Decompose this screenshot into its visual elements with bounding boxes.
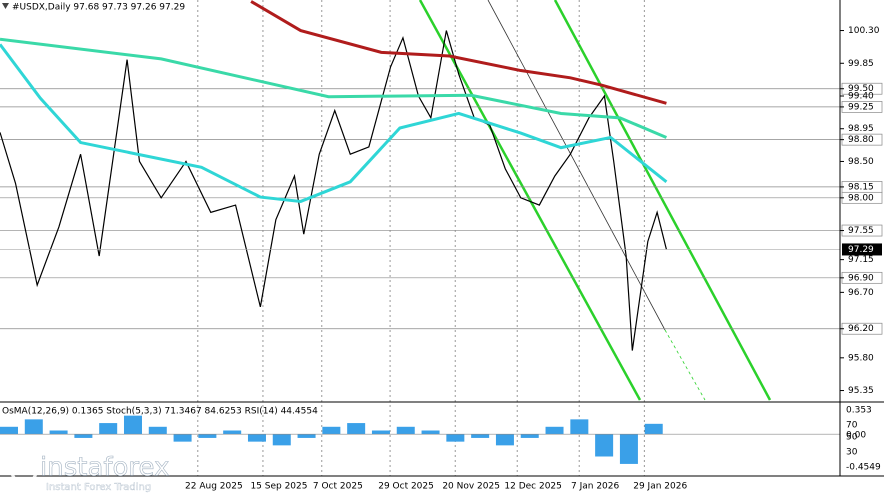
osma-bar bbox=[421, 430, 440, 435]
x-tick-label: 7 Jan 2026 bbox=[571, 482, 619, 492]
y-tick-label: 95.35 bbox=[848, 386, 874, 396]
x-tick-label: 12 Dec 2025 bbox=[504, 482, 562, 492]
osma-bar bbox=[619, 434, 638, 464]
watermark-tagline: Instant Forex Trading bbox=[46, 482, 151, 493]
y-tick-label: 99.50 bbox=[848, 84, 874, 94]
osma-bar bbox=[396, 426, 415, 435]
trend-line bbox=[487, 0, 666, 331]
osma-bar bbox=[198, 434, 217, 438]
indicator-tick-label: 0.00 bbox=[846, 431, 866, 441]
last-price-label: 97.29 bbox=[848, 245, 874, 255]
osma-bar bbox=[347, 423, 366, 435]
y-tick-label: 98.50 bbox=[848, 157, 874, 167]
y-tick-label: 98.15 bbox=[848, 182, 874, 192]
osma-bar bbox=[247, 434, 266, 442]
watermark-brand: instaforex bbox=[40, 453, 169, 483]
osma-bar bbox=[148, 426, 167, 435]
moving-average bbox=[250, 0, 667, 105]
channel-line bbox=[553, 0, 772, 401]
osma-bar bbox=[24, 419, 43, 435]
x-tick-label: 20 Nov 2025 bbox=[442, 482, 500, 492]
osma-bar bbox=[595, 434, 614, 457]
last-price-box bbox=[842, 243, 882, 256]
y-tick-label: 99.85 bbox=[848, 59, 874, 69]
osma-bar bbox=[272, 434, 291, 446]
x-tick-label: 22 Aug 2025 bbox=[185, 482, 243, 492]
osma-bar bbox=[173, 434, 192, 442]
y-tick-label: 96.90 bbox=[848, 273, 874, 283]
osma-bar bbox=[446, 434, 465, 442]
indicator-label: OsMA(12,26,9) 0.1365 Stoch(5,3,3) 71.346… bbox=[2, 407, 318, 417]
watermark: instaforex Instant Forex Trading bbox=[9, 452, 170, 493]
indicator-tick-label: 30 bbox=[846, 448, 858, 458]
osma-bar bbox=[371, 430, 390, 435]
y-tick-label: 99.25 bbox=[848, 102, 874, 112]
y-tick-label: 97.15 bbox=[848, 255, 874, 265]
osma-bar bbox=[471, 434, 490, 438]
indicator-tick-label: -0.4549 bbox=[846, 463, 881, 473]
osma-bar bbox=[495, 434, 514, 446]
y-tick-label: 97.55 bbox=[848, 226, 874, 236]
x-tick-label: 7 Oct 2025 bbox=[313, 482, 363, 492]
osma-bar bbox=[520, 434, 539, 438]
y-tick-label: 95.80 bbox=[848, 353, 874, 363]
y-tick-label: 96.70 bbox=[848, 288, 874, 298]
indicator-tick-label: 50 bbox=[846, 433, 858, 443]
osma-bar bbox=[123, 415, 142, 435]
osma-bar bbox=[297, 434, 316, 438]
indicator-tick-label: 70 bbox=[846, 421, 858, 431]
osma-bar bbox=[644, 423, 663, 435]
osma-bar bbox=[322, 426, 341, 435]
plot bbox=[0, 0, 840, 476]
x-tick-label: 29 Jan 2026 bbox=[633, 482, 687, 492]
moving-average bbox=[0, 37, 668, 139]
osma-bar bbox=[0, 426, 18, 435]
osma-bar bbox=[570, 419, 589, 435]
y-tick-label: 99.40 bbox=[848, 92, 874, 102]
watermark-logo bbox=[9, 454, 39, 484]
osma-bar bbox=[99, 423, 118, 435]
x-tick-label: 15 Sep 2025 bbox=[250, 482, 307, 492]
header-icon bbox=[2, 3, 9, 9]
y-tick-label: 98.80 bbox=[848, 135, 874, 145]
moving-average bbox=[0, 43, 668, 203]
indicator-tick-label: 0.353 bbox=[846, 406, 872, 416]
x-tick-label: 29 Oct 2025 bbox=[378, 482, 434, 492]
osma-bar bbox=[545, 426, 564, 435]
trend-line bbox=[664, 329, 706, 401]
chart-title: #USDX,Daily 97.68 97.73 97.26 97.29 bbox=[12, 3, 185, 13]
osma-bar bbox=[49, 430, 68, 435]
osma-bar bbox=[223, 430, 242, 435]
y-tick-label: 96.20 bbox=[848, 324, 874, 334]
osma-bar bbox=[74, 434, 93, 438]
price-line bbox=[0, 30, 668, 351]
y-tick-label: 98.00 bbox=[848, 193, 874, 203]
y-tick-label: 100.30 bbox=[848, 26, 880, 36]
y-tick-label: 98.95 bbox=[848, 124, 874, 134]
